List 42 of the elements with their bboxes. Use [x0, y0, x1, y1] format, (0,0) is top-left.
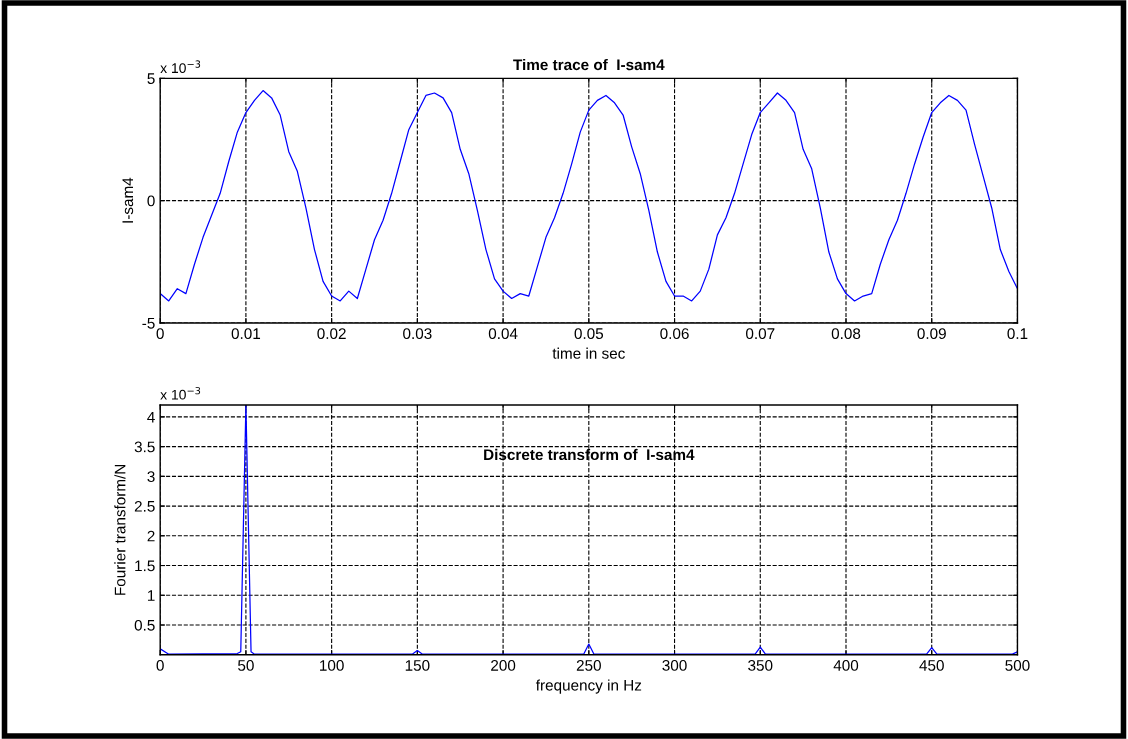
- y-axis-title: Fourier transform/N: [114, 464, 126, 595]
- chart-title: Time trace of I-sam4: [513, 58, 665, 71]
- x-tick-label: 0.03: [403, 328, 432, 340]
- text: x 10$^{−3}$: [160, 386, 201, 400]
- x-tick-label: 200: [491, 660, 516, 671]
- x-tick-label: 250: [576, 660, 601, 671]
- x-tick-label: 0: [156, 328, 164, 340]
- y-tick-label: 5: [147, 73, 155, 85]
- x-axis-title: time in sec: [552, 347, 625, 359]
- x-tick-label: 500: [1005, 660, 1030, 671]
- x-tick-label: 100: [320, 660, 344, 671]
- x-tick-label: 0.02: [317, 328, 346, 340]
- x-tick-label: 400: [833, 660, 859, 671]
- y-tick-label: 1.5: [135, 560, 155, 572]
- x-tick-label: 0.07: [746, 328, 775, 340]
- y-tick-label: 1: [147, 590, 155, 601]
- y-tick-label: -5: [142, 317, 155, 329]
- y-tick-label: 0: [147, 195, 155, 207]
- x-tick-label: 0.08: [831, 328, 861, 340]
- x-tick-label: 150: [405, 660, 430, 671]
- y-tick-label: 3.5: [134, 441, 155, 453]
- line-series: [160, 89, 1018, 302]
- x-tick-label: 350: [748, 660, 773, 671]
- y-tick-label: 0.5: [134, 619, 155, 631]
- y-tick-label: 2.5: [134, 500, 155, 512]
- text: Discrete transform of I-sam4: [484, 448, 695, 461]
- y-tick-label: 2: [147, 530, 155, 542]
- x-tick-label: 0.09: [917, 328, 946, 340]
- y-axis-title: I-sam4: [122, 177, 134, 223]
- x-tick-label: 0.1: [1007, 328, 1028, 340]
- x-tick-label: 450: [919, 660, 944, 671]
- y-tick-label: 3: [147, 471, 155, 483]
- x-tick-label: 0.01: [231, 328, 261, 340]
- x-tick-label: 50: [238, 660, 254, 671]
- x-tick-label: 0.05: [574, 328, 604, 340]
- x-tick-label: 0: [156, 660, 164, 671]
- x-tick-label: 300: [662, 660, 687, 671]
- y-tick-label: 4: [147, 411, 155, 423]
- x-tick-label: 0.06: [660, 328, 689, 340]
- x-axis-title: frequency in Hz: [535, 679, 642, 694]
- x-tick-label: 0.04: [488, 328, 518, 340]
- text: x 10$^{−3}$: [160, 60, 201, 74]
